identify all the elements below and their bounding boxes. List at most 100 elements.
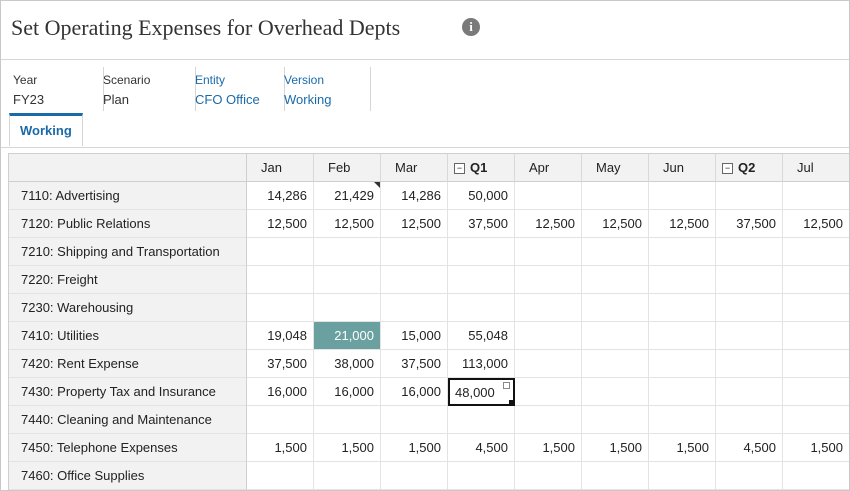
grid-cell[interactable] (783, 406, 849, 434)
pov-value[interactable]: CFO Office (195, 92, 260, 107)
grid-cell[interactable]: 38,000 (314, 350, 381, 378)
grid-cell[interactable] (783, 238, 849, 266)
grid-cell[interactable] (649, 322, 716, 350)
grid-cell[interactable] (716, 462, 783, 490)
grid-cell[interactable] (448, 462, 515, 490)
row-header[interactable]: 7220: Freight (9, 266, 247, 294)
grid-cell[interactable]: 19,048 (247, 322, 314, 350)
grid-cell[interactable] (649, 238, 716, 266)
pov-entity[interactable]: Entity CFO Office (195, 67, 285, 111)
grid-cell[interactable] (448, 238, 515, 266)
grid-cell[interactable]: 14,286 (247, 182, 314, 210)
column-header-jul[interactable]: Jul (783, 154, 849, 182)
grid-cell[interactable] (649, 182, 716, 210)
row-header[interactable]: 7420: Rent Expense (9, 350, 247, 378)
grid-cell[interactable] (381, 266, 448, 294)
grid-cell[interactable] (381, 238, 448, 266)
grid-cell[interactable] (515, 462, 582, 490)
grid-cell[interactable]: 16,000 (247, 378, 314, 406)
grid-cell[interactable] (716, 182, 783, 210)
grid-cell[interactable] (381, 294, 448, 322)
grid-cell[interactable] (314, 462, 381, 490)
grid-cell[interactable]: 12,500 (649, 210, 716, 238)
grid-cell[interactable] (515, 182, 582, 210)
grid-cell[interactable]: 12,500 (783, 210, 849, 238)
grid-cell[interactable] (314, 294, 381, 322)
row-header[interactable]: 7210: Shipping and Transportation (9, 238, 247, 266)
grid-cell[interactable] (381, 406, 448, 434)
grid-cell[interactable] (649, 378, 716, 406)
grid-cell[interactable] (783, 266, 849, 294)
grid-cell[interactable] (381, 462, 448, 490)
cell-detail-icon[interactable] (503, 382, 510, 389)
grid-cell[interactable]: 4,500 (716, 434, 783, 462)
info-icon[interactable]: i (462, 18, 480, 36)
grid-cell[interactable] (247, 406, 314, 434)
grid-cell[interactable] (649, 462, 716, 490)
grid-cell[interactable] (515, 378, 582, 406)
grid-cell[interactable] (314, 266, 381, 294)
grid-cell[interactable] (314, 406, 381, 434)
grid-cell[interactable] (716, 294, 783, 322)
row-header[interactable]: 7120: Public Relations (9, 210, 247, 238)
collapse-icon[interactable]: − (454, 163, 465, 174)
grid-cell[interactable] (582, 462, 649, 490)
grid-cell[interactable] (716, 238, 783, 266)
grid-cell[interactable] (515, 238, 582, 266)
grid-cell[interactable] (716, 350, 783, 378)
row-header[interactable]: 7230: Warehousing (9, 294, 247, 322)
grid-cell[interactable]: 37,500 (448, 210, 515, 238)
grid-cell[interactable] (448, 294, 515, 322)
grid-cell[interactable]: 1,500 (783, 434, 849, 462)
grid-cell[interactable]: 48,000 (448, 378, 515, 406)
grid-cell[interactable]: 16,000 (381, 378, 448, 406)
column-header-mar[interactable]: Mar (381, 154, 448, 182)
grid-cell[interactable] (649, 266, 716, 294)
grid-cell[interactable] (649, 294, 716, 322)
grid-cell[interactable] (783, 378, 849, 406)
grid-cell[interactable]: 50,000 (448, 182, 515, 210)
grid-cell[interactable] (783, 350, 849, 378)
grid-cell[interactable] (582, 406, 649, 434)
grid-cell[interactable] (247, 294, 314, 322)
grid-cell[interactable] (716, 378, 783, 406)
tab-working[interactable]: Working (9, 113, 83, 146)
grid-cell[interactable] (515, 406, 582, 434)
grid-cell[interactable]: 12,500 (381, 210, 448, 238)
grid-cell[interactable]: 55,048 (448, 322, 515, 350)
grid-cell[interactable]: 37,500 (247, 350, 314, 378)
grid-cell[interactable] (716, 266, 783, 294)
grid-cell[interactable] (649, 406, 716, 434)
grid-cell[interactable] (783, 294, 849, 322)
grid-cell[interactable] (582, 182, 649, 210)
grid-cell[interactable]: 1,500 (649, 434, 716, 462)
grid-cell[interactable]: 113,000 (448, 350, 515, 378)
grid-cell[interactable] (582, 266, 649, 294)
grid-cell[interactable] (716, 406, 783, 434)
grid-cell[interactable]: 21,429 (314, 182, 381, 210)
grid-cell[interactable]: 37,500 (381, 350, 448, 378)
column-header-q2[interactable]: − Q2 (716, 154, 783, 182)
grid-cell[interactable]: 4,500 (448, 434, 515, 462)
collapse-icon[interactable]: − (722, 163, 733, 174)
grid-cell[interactable] (716, 322, 783, 350)
grid-cell[interactable] (448, 266, 515, 294)
row-header[interactable]: 7110: Advertising (9, 182, 247, 210)
pov-version[interactable]: Version Working (284, 67, 371, 111)
grid-cell[interactable]: 1,500 (247, 434, 314, 462)
column-header-apr[interactable]: Apr (515, 154, 582, 182)
row-header[interactable]: 7430: Property Tax and Insurance (9, 378, 247, 406)
grid-cell[interactable]: 1,500 (381, 434, 448, 462)
grid-cell[interactable]: 12,500 (247, 210, 314, 238)
grid-cell[interactable] (247, 238, 314, 266)
column-header-feb[interactable]: Feb (314, 154, 381, 182)
row-header[interactable]: 7440: Cleaning and Maintenance (9, 406, 247, 434)
grid-cell[interactable]: 12,500 (582, 210, 649, 238)
grid-cell[interactable] (515, 350, 582, 378)
grid-cell[interactable]: 12,500 (515, 210, 582, 238)
grid-cell[interactable]: 12,500 (314, 210, 381, 238)
grid-cell[interactable] (515, 266, 582, 294)
row-header[interactable]: 7450: Telephone Expenses (9, 434, 247, 462)
grid-cell[interactable] (783, 182, 849, 210)
grid-cell[interactable] (649, 350, 716, 378)
